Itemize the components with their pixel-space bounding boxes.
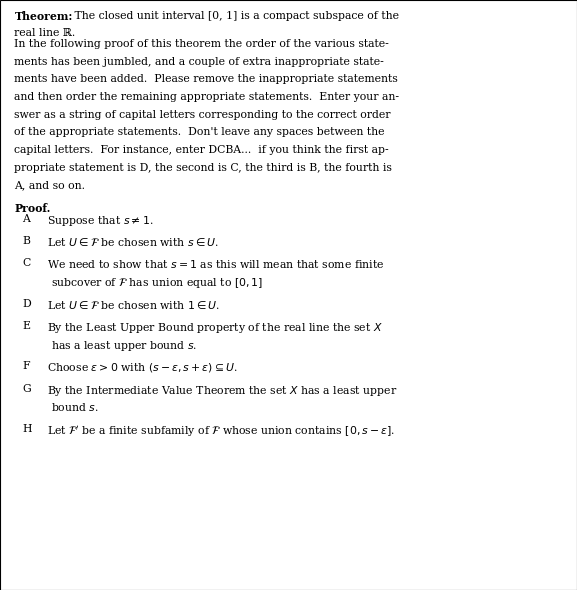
Text: The closed unit interval [0, 1] is a compact subspace of the: The closed unit interval [0, 1] is a com… [71, 11, 399, 21]
Text: has a least upper bound $s$.: has a least upper bound $s$. [51, 339, 197, 353]
Text: subcover of $\mathcal{F}$ has union equal to $[0, 1]$: subcover of $\mathcal{F}$ has union equa… [51, 276, 263, 290]
Text: ments has been jumbled, and a couple of extra inappropriate state-: ments has been jumbled, and a couple of … [14, 57, 384, 67]
Text: By the Intermediate Value Theorem the set $X$ has a least upper: By the Intermediate Value Theorem the se… [47, 384, 398, 398]
Text: A: A [22, 214, 30, 224]
Text: F: F [22, 361, 29, 371]
Text: We need to show that $s = 1$ as this will mean that some finite: We need to show that $s = 1$ as this wil… [47, 258, 385, 270]
Text: D: D [22, 299, 31, 309]
Text: of the appropriate statements.  Don't leave any spaces between the: of the appropriate statements. Don't lea… [14, 127, 385, 137]
Text: ments have been added.  Please remove the inappropriate statements: ments have been added. Please remove the… [14, 74, 398, 84]
Text: Let $U \in \mathcal{F}$ be chosen with $1 \in U$.: Let $U \in \mathcal{F}$ be chosen with $… [47, 299, 220, 310]
Text: Choose $\epsilon > 0$ with $(s - \epsilon, s + \epsilon) \subseteq U$.: Choose $\epsilon > 0$ with $(s - \epsilo… [47, 361, 238, 374]
Text: Proof.: Proof. [14, 203, 51, 214]
Text: In the following proof of this theorem the order of the various state-: In the following proof of this theorem t… [14, 39, 389, 49]
Text: Theorem:: Theorem: [14, 11, 73, 22]
Text: B: B [22, 236, 30, 246]
Text: C: C [22, 258, 30, 268]
Text: Let $\mathcal{F}'$ be a finite subfamily of $\mathcal{F}$ whose union contains $: Let $\mathcal{F}'$ be a finite subfamily… [47, 424, 395, 438]
Text: A, and so on.: A, and so on. [14, 181, 85, 191]
Text: bound $s$.: bound $s$. [51, 401, 99, 413]
Text: and then order the remaining appropriate statements.  Enter your an-: and then order the remaining appropriate… [14, 92, 399, 102]
Text: G: G [22, 384, 31, 394]
Text: Suppose that $s \neq 1$.: Suppose that $s \neq 1$. [47, 214, 153, 228]
Text: propriate statement is D, the second is C, the third is B, the fourth is: propriate statement is D, the second is … [14, 163, 392, 173]
Text: By the Least Upper Bound property of the real line the set $X$: By the Least Upper Bound property of the… [47, 321, 383, 335]
Text: capital letters.  For instance, enter DCBA...  if you think the first ap-: capital letters. For instance, enter DCB… [14, 145, 389, 155]
Text: Let $U \in \mathcal{F}$ be chosen with $s \in U$.: Let $U \in \mathcal{F}$ be chosen with $… [47, 236, 219, 248]
Text: H: H [22, 424, 31, 434]
Text: swer as a string of capital letters corresponding to the correct order: swer as a string of capital letters corr… [14, 110, 391, 120]
Text: E: E [22, 321, 30, 331]
Text: real line ℝ.: real line ℝ. [14, 28, 76, 38]
